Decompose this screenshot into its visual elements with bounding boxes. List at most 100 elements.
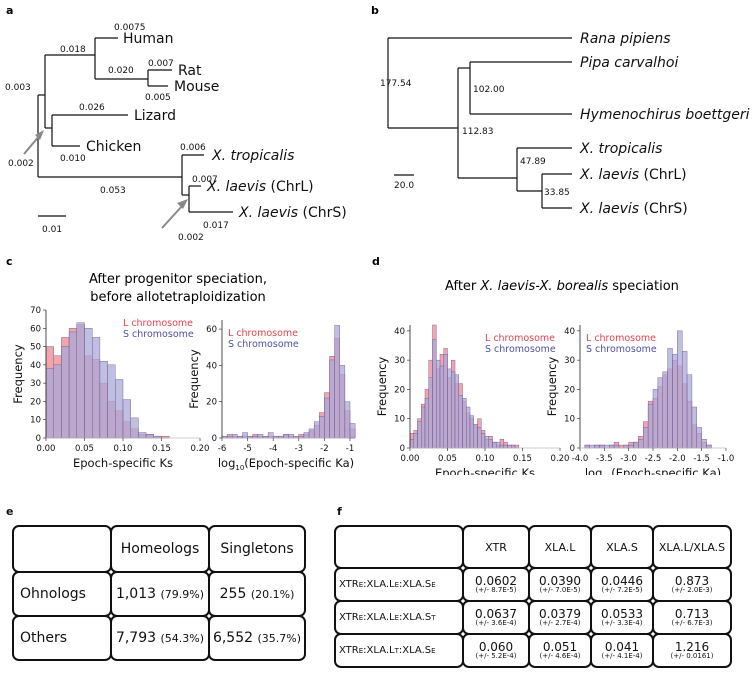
table-f-row-label: XTR E:XLA.L T:XLA.S E: [334, 633, 464, 668]
bar-s: [421, 406, 426, 449]
table-e: Homeologs Singletons Ohnologs 1,013 (79.…: [12, 525, 322, 665]
x-axis-label: Epoch-specific Ks: [435, 466, 535, 475]
y-tick-label: 40: [206, 361, 217, 371]
table-f-header: XLA.L/XLA.S: [652, 525, 732, 569]
table-f-cell: 0.0390 (+/- 7.0E-5): [528, 567, 592, 602]
bar-s: [458, 395, 463, 449]
x-tick-label: 0.20: [191, 444, 210, 454]
legend-l: L chromosome: [586, 333, 656, 344]
bar-s: [481, 433, 486, 449]
table-f-cell: 0.713 (+/- 6.7E-3): [652, 600, 732, 635]
legend-s: S chromosome: [586, 344, 657, 355]
x-tick-label: -2.0: [669, 454, 686, 464]
y-tick-label: 40: [30, 361, 41, 371]
x-tick-label: 0.15: [513, 454, 532, 464]
branch-label: 0.002: [8, 159, 34, 169]
y-tick-label: 10: [394, 415, 405, 425]
table-f-cell: 0.0602 (+/- 8.7E-5): [462, 567, 530, 602]
y-axis-label: Frequency: [375, 357, 389, 417]
y-tick-label: 30: [564, 356, 575, 366]
bar-s: [339, 365, 346, 439]
branch-label: 0.003: [5, 83, 31, 93]
bar-s: [466, 406, 471, 449]
bar-l: [618, 444, 625, 449]
x-tick-label: 0.05: [75, 444, 94, 454]
bar-s: [499, 444, 504, 449]
table-f-corner: [334, 525, 464, 569]
bar-s: [432, 339, 437, 449]
histogram-panels: c d After progenitor speciation, before …: [6, 255, 734, 475]
bar-s: [313, 421, 320, 439]
legend-l: L chromosome: [228, 328, 298, 339]
x-tick-label: -3.5: [596, 454, 613, 464]
bar-s: [652, 389, 659, 449]
bar-s: [473, 424, 478, 449]
bar-s: [319, 416, 325, 439]
bar-s: [324, 397, 330, 439]
taxon-xlaevis-s: X. laevis (ChrS): [579, 201, 688, 217]
bar-s: [701, 439, 707, 449]
node-label: 33.85: [544, 188, 570, 198]
x-tick-label: -2: [320, 444, 328, 454]
taxon-mouse: Mouse: [174, 79, 219, 95]
taxon-hymeno: Hymenochirus boettgeri: [580, 107, 750, 123]
bar-s: [61, 346, 70, 439]
tree-b: b 177.54 102.00 112.83 47.89 33.85 20.0 …: [371, 4, 750, 217]
panel-d-title: After X. laevis-X. borealis speciation: [445, 279, 679, 294]
bar-s: [686, 374, 693, 449]
taxon-pipa: Pipa carvalhoi: [580, 55, 678, 71]
branch-label: 0.018: [60, 45, 86, 55]
x-tick-label: -4.0: [572, 454, 589, 464]
scale-label: 20.0: [394, 181, 414, 191]
table-f-cell: 0.0637 (+/- 3.6E-4): [462, 600, 530, 635]
bar-s: [647, 403, 654, 449]
branch-label: 0.0075: [114, 23, 146, 33]
branch-label: 0.005: [145, 93, 171, 103]
table-f-cell: 0.0446 (+/- 7.2E-5): [590, 567, 654, 602]
bar-s: [609, 444, 615, 449]
x-tick-label: -4: [269, 444, 277, 454]
bar-s: [288, 434, 294, 439]
bar-s: [507, 444, 512, 449]
bar-s: [76, 322, 85, 439]
legend-s: S chromosome: [123, 329, 194, 340]
panel-label-e: e: [6, 505, 14, 518]
bar-s: [232, 434, 238, 439]
bar-s: [99, 360, 108, 439]
y-tick-label: 20: [206, 398, 217, 408]
branch-label: 0.026: [79, 103, 105, 113]
bar-s: [130, 417, 139, 439]
table-e-cell: 7,793 (54.3%): [110, 615, 210, 661]
branch-label: 0.006: [180, 143, 206, 153]
x-tick-label: -5: [243, 444, 251, 454]
y-tick-label: 10: [564, 415, 575, 425]
table-f-row-label: XTR E:XLA.L E:XLA.S E: [334, 567, 464, 602]
x-tick-label: 0.00: [401, 454, 420, 464]
panel-label-f: f: [337, 505, 342, 518]
branch-label: 0.010: [60, 154, 86, 164]
table-e-row-label: Ohnologs: [12, 571, 112, 617]
histogram-c-ks: 0.00 0.05 0.10 0.15 0.20 0 10 20 30 40 50 60 70 Epoch…: [11, 306, 209, 470]
taxon-rat: Rat: [178, 63, 202, 79]
bar-s: [469, 415, 474, 449]
bar-s: [138, 432, 147, 439]
branch-label: 0.020: [108, 66, 134, 76]
y-tick-label: 60: [206, 325, 217, 335]
bar-s: [662, 371, 668, 449]
y-tick-label: 0: [570, 444, 575, 454]
taxon-human: Human: [123, 31, 174, 47]
bar-s: [283, 434, 289, 439]
bar-s: [447, 368, 452, 449]
bar-s: [484, 436, 489, 449]
bar-s: [667, 348, 673, 449]
scale-label: 0.01: [42, 225, 62, 235]
taxon-xtrop: X. tropicalis: [579, 141, 662, 157]
y-tick-label: 20: [30, 397, 41, 407]
bar-s: [53, 364, 62, 439]
bar-s: [329, 359, 335, 439]
bar-s: [349, 423, 356, 439]
x-tick-label: -2.5: [645, 454, 662, 464]
x-tick-label: -3.0: [620, 454, 637, 464]
bar-s: [677, 330, 683, 449]
y-axis-label: Frequency: [545, 357, 559, 417]
